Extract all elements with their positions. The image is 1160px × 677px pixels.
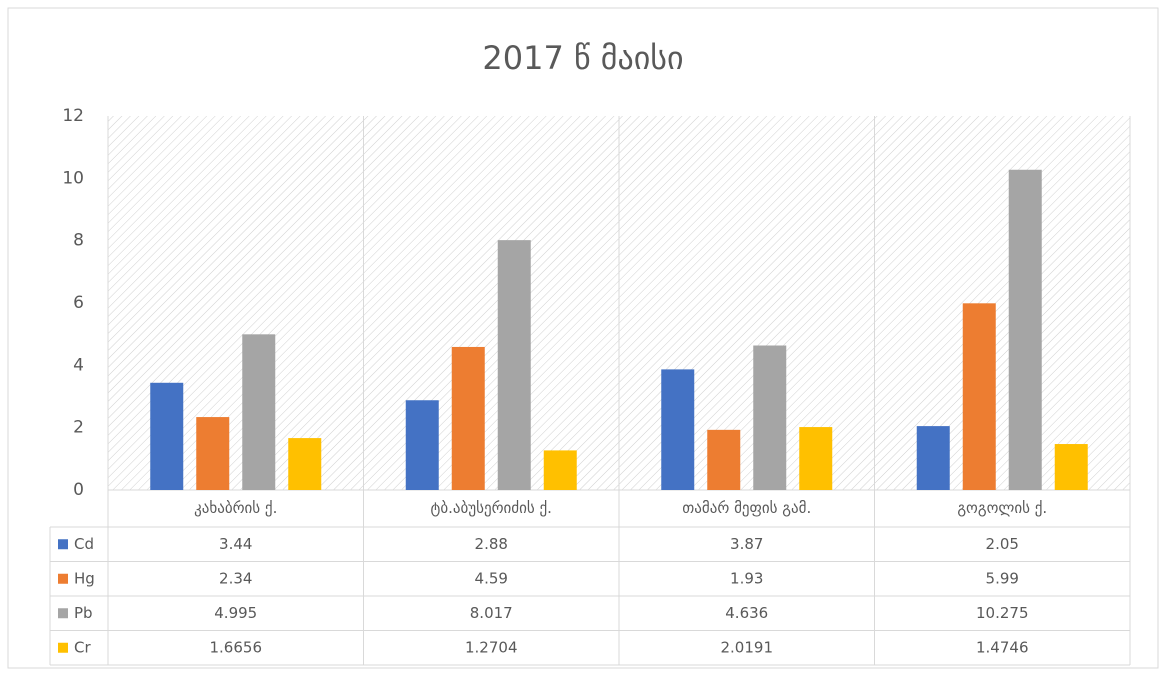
bar xyxy=(405,400,439,490)
table-value: 2.0191 xyxy=(721,638,774,656)
table-value: 4.995 xyxy=(214,604,257,622)
legend-swatch xyxy=(58,608,68,619)
bar xyxy=(196,417,230,490)
bar xyxy=(916,426,950,490)
y-tick-label: 4 xyxy=(73,355,84,375)
bar xyxy=(543,450,577,490)
legend-label: Cr xyxy=(74,638,91,656)
bar xyxy=(1054,444,1088,490)
bar xyxy=(753,345,787,490)
y-tick-label: 2 xyxy=(73,418,84,438)
x-tick-label: ტბ.აბუსერიძის ქ. xyxy=(431,499,552,517)
table-value: 4.59 xyxy=(475,569,508,587)
bar xyxy=(242,334,276,490)
bar xyxy=(451,346,485,490)
table-value: 2.05 xyxy=(986,535,1019,553)
y-tick-label: 12 xyxy=(62,106,84,126)
table-value: 8.017 xyxy=(470,604,513,622)
table-value: 2.34 xyxy=(219,569,252,587)
legend-swatch xyxy=(58,573,68,584)
bar xyxy=(661,369,695,490)
bar xyxy=(497,240,531,490)
y-tick-label: 6 xyxy=(73,293,84,313)
table-value: 1.6656 xyxy=(210,638,263,656)
y-tick-label: 0 xyxy=(73,480,84,500)
table-value: 3.87 xyxy=(730,535,763,553)
bar xyxy=(1008,169,1042,490)
table-value: 3.44 xyxy=(219,535,252,553)
bar xyxy=(799,427,833,490)
bar xyxy=(962,303,996,490)
x-tick-label: თამარ მეფის გამ. xyxy=(682,499,811,517)
table-value: 1.2704 xyxy=(465,638,518,656)
x-tick-label: კახაბრის ქ. xyxy=(194,499,277,517)
legend-swatch xyxy=(58,642,68,653)
table-value: 1.4746 xyxy=(976,638,1029,656)
table-value: 2.88 xyxy=(475,535,508,553)
bar xyxy=(288,438,322,490)
chart-title: 2017 წ მაისი xyxy=(482,39,683,77)
legend-label: Hg xyxy=(74,569,95,587)
table-value: 5.99 xyxy=(986,569,1019,587)
bar xyxy=(707,429,741,490)
legend-label: Pb xyxy=(74,604,93,622)
bar xyxy=(150,382,184,490)
legend-swatch xyxy=(58,539,68,550)
table-value: 4.636 xyxy=(725,604,768,622)
legend-label: Cd xyxy=(74,535,94,553)
y-tick-label: 10 xyxy=(62,168,84,188)
x-tick-label: გოგოლის ქ. xyxy=(957,499,1047,517)
table-value: 1.93 xyxy=(730,569,763,587)
y-tick-label: 8 xyxy=(73,231,84,251)
table-value: 10.275 xyxy=(976,604,1029,622)
